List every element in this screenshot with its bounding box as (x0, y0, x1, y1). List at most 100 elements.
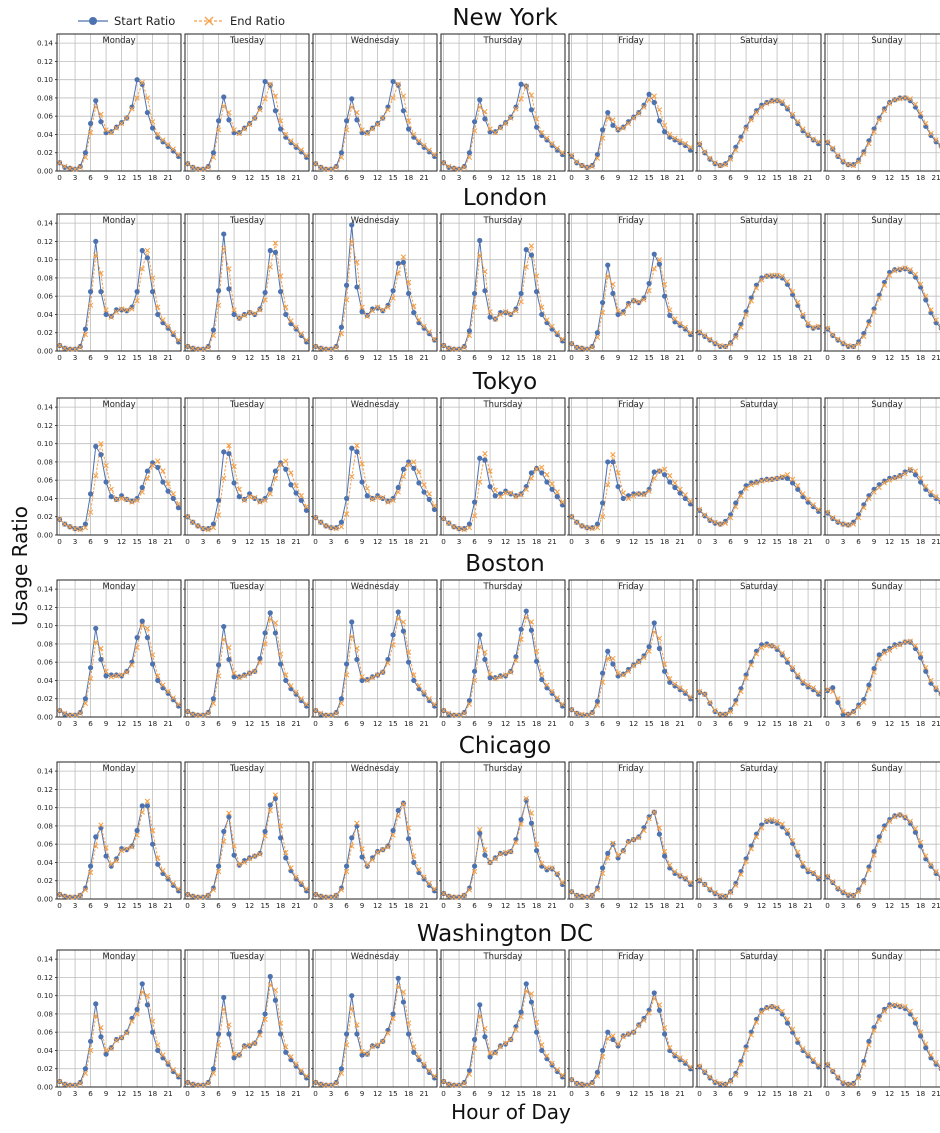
end-point-stroke (195, 894, 201, 900)
end-point (231, 463, 237, 470)
panel-frame (312, 33, 438, 172)
end-point (93, 472, 99, 479)
end-point (431, 336, 438, 342)
start-point (850, 162, 857, 168)
day-label: Monday (102, 763, 135, 773)
end-point-stroke (446, 163, 452, 170)
end-point-stroke (733, 882, 739, 888)
end-point (236, 130, 242, 137)
end-point (610, 451, 616, 458)
x-tick-label: 15 (261, 719, 270, 728)
end-point (195, 894, 201, 900)
end-point-stroke (610, 655, 616, 662)
end-point-stroke (667, 675, 673, 682)
end-point (303, 886, 310, 892)
end-point (523, 795, 529, 802)
x-tick-label: 21 (292, 901, 301, 910)
end-point (815, 139, 822, 145)
start-point (144, 468, 151, 474)
end-point (298, 493, 304, 499)
end-point (333, 344, 339, 351)
end-point-stroke (789, 837, 796, 844)
x-tick-label: 21 (292, 353, 301, 362)
end-point (184, 343, 191, 350)
end-point-stroke (651, 475, 657, 482)
start-point (497, 124, 504, 130)
start-point (144, 109, 151, 116)
end-point (861, 504, 867, 511)
x-tick-label: 9 (616, 901, 621, 910)
end-point-stroke (594, 525, 601, 531)
x-tick-label: 21 (292, 719, 301, 728)
end-point-stroke (252, 494, 258, 501)
end-point-stroke (252, 1040, 258, 1046)
end-point (800, 491, 806, 497)
end-point-stroke (215, 1042, 222, 1048)
x-tick-label: 18 (788, 173, 798, 182)
end-point (343, 297, 350, 303)
y-tick-label: 0.12 (37, 237, 53, 246)
end-point-stroke (56, 1078, 63, 1085)
end-point-stroke (93, 639, 99, 645)
end-point (62, 521, 68, 527)
y-tick-label: 0.04 (37, 130, 53, 139)
end-point-stroke (385, 660, 391, 666)
end-point (343, 672, 350, 678)
end-point (850, 709, 857, 716)
end-point (77, 526, 83, 533)
end-point-stroke (758, 644, 765, 651)
end-point-stroke (262, 833, 268, 839)
start-point (661, 472, 668, 478)
x-tick-label: 18 (916, 173, 926, 182)
end-point-stroke (364, 313, 370, 319)
end-point (312, 891, 319, 898)
end-point (93, 104, 99, 110)
end-point (288, 470, 294, 476)
start-point (661, 129, 668, 135)
end-point-stroke (205, 892, 211, 899)
end-point-stroke (712, 160, 718, 166)
end-point-stroke (170, 880, 176, 887)
end-point (840, 708, 846, 715)
end-point-stroke (293, 689, 299, 696)
end-point-stroke (845, 522, 851, 528)
end-point (118, 847, 125, 854)
end-point-stroke (702, 691, 708, 697)
end-point (886, 477, 893, 483)
start-point (236, 674, 242, 680)
end-point-stroke (118, 120, 125, 127)
end-point-stroke (257, 307, 263, 313)
end-point (103, 307, 109, 313)
end-point (374, 494, 381, 501)
x-tick-label: 0 (313, 719, 318, 728)
x-tick-label: 18 (276, 537, 286, 546)
end-point (155, 1042, 161, 1048)
end-point-stroke (707, 155, 713, 161)
x-tick-label: 9 (872, 719, 877, 728)
end-point (67, 712, 73, 718)
x-tick-label: 3 (329, 537, 334, 546)
end-point (795, 849, 801, 856)
end-point (466, 887, 473, 893)
start-point (98, 119, 104, 125)
start-point (471, 499, 478, 505)
start-point (155, 134, 161, 140)
end-point-stroke (784, 656, 791, 663)
end-point (205, 164, 211, 171)
end-point-stroke (605, 115, 611, 121)
start-point (620, 495, 626, 502)
end-point (118, 120, 125, 127)
end-point (646, 648, 652, 654)
end-point-stroke (318, 710, 324, 717)
end-point-stroke (283, 304, 289, 310)
end-point-stroke (533, 841, 540, 847)
end-point (155, 458, 161, 464)
end-point-stroke (139, 809, 145, 815)
start-point (805, 499, 811, 505)
y-tick-label: 0.08 (37, 639, 53, 648)
end-point (584, 346, 590, 352)
end-point-stroke (108, 486, 114, 493)
end-point (871, 309, 877, 315)
end-point (764, 100, 770, 107)
